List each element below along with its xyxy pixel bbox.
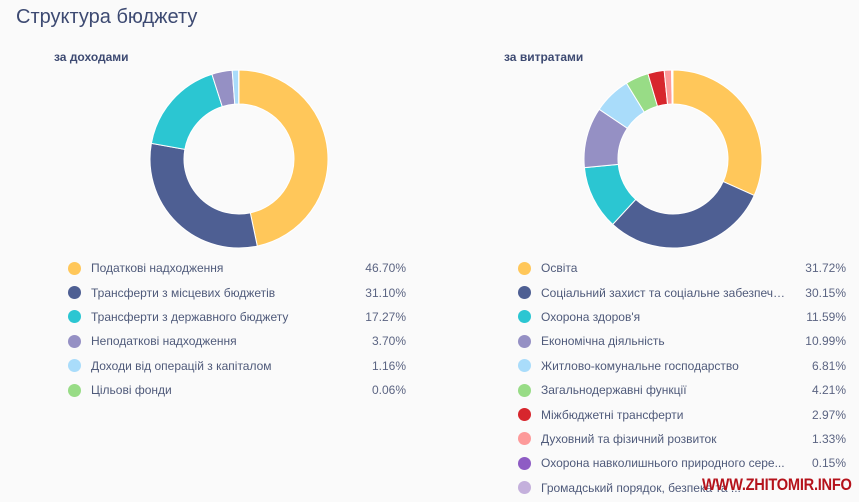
legend-color-dot-icon: [518, 481, 531, 495]
legend-color-dot-icon: [518, 383, 531, 397]
legend-color-dot-icon: [68, 286, 81, 300]
legend-label: Загальнодержавні функції: [541, 383, 687, 398]
legend-color-dot-icon: [68, 334, 81, 348]
legend-value: 0.06%: [371, 383, 406, 398]
legend-value: 11.59%: [806, 309, 846, 324]
legend-color-dot-icon: [518, 334, 531, 348]
expense-donut-wrap: [504, 66, 846, 256]
legend-item[interactable]: Цільові фонди 0.06%: [68, 378, 406, 402]
legend-label: Економічна діяльність: [541, 334, 665, 349]
donut-slice[interactable]: [672, 69, 763, 197]
legend-color-dot-icon: [68, 261, 81, 275]
expense-chart-title: за витратами: [504, 50, 584, 64]
legend-value: 17.27%: [365, 309, 406, 324]
legend-label: Освіта: [541, 261, 578, 276]
legend-label: Охорона навколишнього природного сере...: [541, 456, 785, 471]
legend-item[interactable]: Податкові надходження 46.70%: [68, 256, 406, 280]
legend-label: Охорона здоров'я: [541, 309, 641, 324]
legend-item[interactable]: Доходи від операцій з капіталом 1.16%: [68, 354, 406, 378]
income-chart-title: за доходами: [54, 50, 129, 64]
income-panel: за доходами Податкові надходження 46.70% Т…: [54, 48, 406, 397]
expense-panel: за витратами Освіта 31.72% Соціальний захи…: [504, 48, 846, 495]
donut-slice[interactable]: [238, 69, 329, 247]
legend-color-dot-icon: [518, 432, 531, 446]
income-donut-chart: [149, 69, 329, 249]
watermark: WWW.ZHITOMIR.INFO: [702, 475, 852, 494]
legend-item[interactable]: Трансферти з державного бюджету 17.27%: [68, 305, 406, 329]
legend-item[interactable]: Неподаткові надходження 3.70%: [68, 329, 406, 353]
legend-label: Доходи від операцій з капіталом: [91, 358, 272, 373]
legend-color-dot-icon: [518, 310, 531, 324]
legend-value: 31.72%: [805, 261, 846, 276]
legend-label: Міжбюджетні трансферти: [541, 407, 684, 422]
legend-value: 2.97%: [811, 407, 846, 422]
donut-slice[interactable]: [671, 69, 674, 105]
legend-value: 30.15%: [805, 285, 846, 300]
legend-label: Неподаткові надходження: [91, 334, 237, 349]
legend-item[interactable]: Міжбюджетні трансферти 2.97%: [518, 402, 846, 426]
legend-value: 3.70%: [371, 334, 406, 349]
income-donut-wrap: [54, 66, 406, 256]
legend-value: 31.10%: [365, 285, 406, 300]
legend-label: Цільові фонди: [91, 383, 172, 398]
legend-color-dot-icon: [518, 359, 531, 373]
legend-label: Трансферти з місцевих бюджетів: [91, 285, 276, 300]
legend-value: 1.16%: [371, 358, 406, 373]
legend-color-dot-icon: [518, 408, 531, 422]
legend-value: 10.99%: [805, 334, 846, 349]
legend-label: Трансферти з державного бюджету: [91, 309, 289, 324]
donut-slice[interactable]: [611, 180, 755, 249]
legend-item[interactable]: Житлово-комунальне господарство 6.81%: [518, 354, 846, 378]
legend-label: Духовний та фізичний розвиток: [541, 431, 717, 446]
donut-slice[interactable]: [150, 73, 223, 150]
legend-item[interactable]: Трансферти з місцевих бюджетів 31.10%: [68, 280, 406, 304]
legend-label: Соціальний захист та соціальне забезпече…: [541, 285, 786, 300]
expense-donut-chart: [583, 69, 763, 249]
legend-item[interactable]: Соціальний захист та соціальне забезпече…: [518, 280, 846, 304]
legend-label: Житлово-комунальне господарство: [541, 358, 739, 373]
legend-value: 46.70%: [365, 261, 406, 276]
legend-value: 1.33%: [811, 431, 846, 446]
legend-color-dot-icon: [518, 456, 531, 470]
legend-label: Податкові надходження: [91, 261, 224, 276]
legend-color-dot-icon: [518, 261, 531, 275]
donut-slice[interactable]: [149, 142, 258, 249]
income-legend: Податкові надходження 46.70% Трансферти з …: [68, 256, 406, 402]
legend-value: 6.81%: [811, 358, 846, 373]
legend-item[interactable]: Економічна діяльність 10.99%: [518, 329, 846, 353]
legend-color-dot-icon: [68, 310, 81, 324]
legend-color-dot-icon: [68, 383, 81, 397]
legend-value: 4.21%: [811, 383, 846, 398]
legend-item[interactable]: Охорона навколишнього природного сере...…: [518, 451, 846, 475]
page-title: Структура бюджету: [16, 6, 198, 28]
legend-item[interactable]: Загальнодержавні функції 4.21%: [518, 378, 846, 402]
legend-item[interactable]: Громадський порядок, безпека та ...: [518, 476, 846, 500]
legend-color-dot-icon: [68, 359, 81, 373]
legend-color-dot-icon: [518, 286, 531, 300]
legend-item[interactable]: Духовний та фізичний розвиток 1.33%: [518, 427, 846, 451]
legend-item[interactable]: Охорона здоров'я 11.59%: [518, 305, 846, 329]
legend-value: 0.15%: [811, 456, 846, 471]
expense-legend: Освіта 31.72% Соціальний захист та соціаль…: [518, 256, 846, 500]
legend-item[interactable]: Освіта 31.72%: [518, 256, 846, 280]
